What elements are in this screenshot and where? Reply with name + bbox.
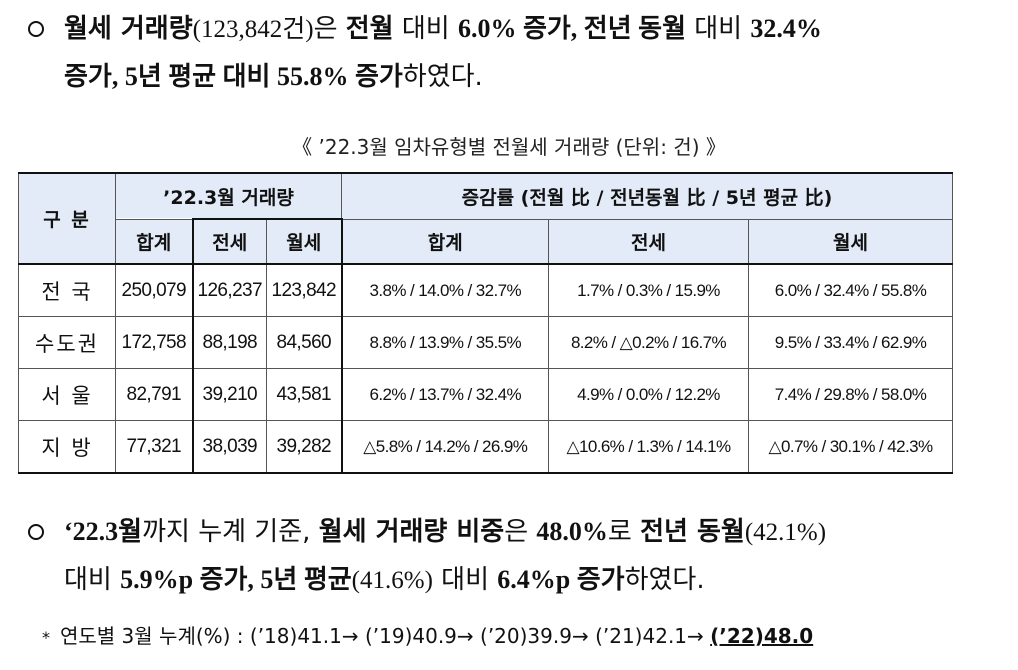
header-category: 구 분 [18, 172, 116, 265]
row-change-total: 8.8% / 13.9% / 35.5% [341, 316, 549, 369]
row-jeonse: 39,210 [191, 368, 267, 421]
row-region: 전 국 [18, 263, 116, 317]
row-total: 250,079 [115, 263, 193, 317]
row-region: 서 울 [18, 368, 116, 421]
paragraph-share: ‘22.3월까지 누계 기준, 월세 거래량 비중은 48.0%로 전년 동월(… [28, 519, 1008, 609]
row-change-wolse: 6.0% / 32.4% / 55.8% [748, 263, 953, 317]
row-wolse: 39,282 [266, 420, 343, 474]
table-row: 지 방 77,321 38,039 39,282 △5.8% / 14.2% /… [18, 420, 953, 474]
row-change-total: 6.2% / 13.7% / 32.4% [341, 368, 549, 421]
row-jeonse: 38,039 [191, 420, 267, 474]
table-header-row-1: 구 분 ’22.3월 거래량 증감률 (전월 比 / 전년동월 比 / 5년 평… [18, 172, 953, 265]
row-change-jeonse: 8.2% / △0.2% / 16.7% [548, 316, 749, 369]
footnote: * 연도별 3월 누계(%) : (’18)41.1→ (’19)40.9→ (’… [42, 620, 813, 649]
row-jeonse: 88,198 [191, 316, 267, 369]
header-change-group: 증감률 (전월 比 / 전년동월 比 / 5년 평균 比) [341, 172, 953, 220]
paragraph-line-1: ‘22.3월까지 누계 기준, 월세 거래량 비중은 48.0%로 전년 동월(… [64, 517, 827, 547]
row-change-total: 3.8% / 14.0% / 32.7% [341, 263, 549, 317]
row-jeonse: 126,237 [191, 263, 267, 317]
table-caption: 《 ’22.3월 임차유형별 전월세 거래량 (단위: 건) 》 [292, 135, 726, 159]
circle-bullet-icon [28, 21, 44, 37]
row-change-wolse: △0.7% / 30.1% / 42.3% [748, 420, 953, 474]
row-change-jeonse: △10.6% / 1.3% / 14.1% [548, 420, 749, 474]
header-volume-group: ’22.3월 거래량 [115, 172, 342, 220]
footnote-text: 연도별 3월 누계(%) : (’18)41.1→ (’19)40.9→ (’2… [60, 624, 711, 648]
paragraph-line-1: 월세 거래량(123,842건)은 전월 대비 6.0% 증가, 전년 동월 대… [64, 14, 822, 44]
paragraph-line-2: 증가, 5년 평균 대비 55.8% 증가하였다. [64, 62, 483, 92]
row-region: 수도권 [18, 316, 116, 369]
row-wolse: 43,581 [266, 368, 343, 421]
row-change-total: △5.8% / 14.2% / 26.9% [341, 420, 549, 474]
circle-bullet-icon [28, 524, 44, 540]
row-change-wolse: 7.4% / 29.8% / 58.0% [748, 368, 953, 421]
header-change-jeonse: 전세 [548, 218, 749, 265]
footnote-highlight: (’22)48.0 [710, 624, 814, 648]
table-row: 전 국 250,079 126,237 123,842 3.8% / 14.0%… [18, 263, 953, 317]
header-change-total: 합계 [341, 218, 549, 265]
table-row: 서 울 82,791 39,210 43,581 6.2% / 13.7% / … [18, 368, 953, 421]
header-change-wolse: 월세 [748, 218, 953, 265]
paragraph-line-2: 대비 5.9%p 증가, 5년 평균(41.6%) 대비 6.4%p 증가하였다… [64, 565, 705, 595]
row-total: 172,758 [115, 316, 193, 369]
header-jeonse: 전세 [191, 218, 267, 265]
table-header-row-2: 합계 전세 월세 합계 전세 월세 [19, 218, 953, 265]
header-total: 합계 [115, 218, 193, 265]
paragraph-monthly-rent: 월세 거래량(123,842건)은 전월 대비 6.0% 증가, 전년 동월 대… [28, 16, 1008, 106]
header-wolse: 월세 [266, 218, 343, 265]
asterisk-icon: * [42, 628, 50, 647]
row-region: 지 방 [18, 420, 116, 474]
row-total: 77,321 [115, 420, 193, 474]
row-change-wolse: 9.5% / 33.4% / 62.9% [748, 316, 953, 369]
rental-volume-table: 구 분 ’22.3월 거래량 증감률 (전월 比 / 전년동월 比 / 5년 평… [18, 172, 953, 474]
row-total: 82,791 [115, 368, 193, 421]
row-wolse: 123,842 [266, 263, 343, 317]
table-row: 수도권 172,758 88,198 84,560 8.8% / 13.9% /… [18, 316, 953, 369]
row-wolse: 84,560 [266, 316, 343, 369]
row-change-jeonse: 4.9% / 0.0% / 12.2% [548, 368, 749, 421]
row-change-jeonse: 1.7% / 0.3% / 15.9% [548, 263, 749, 317]
